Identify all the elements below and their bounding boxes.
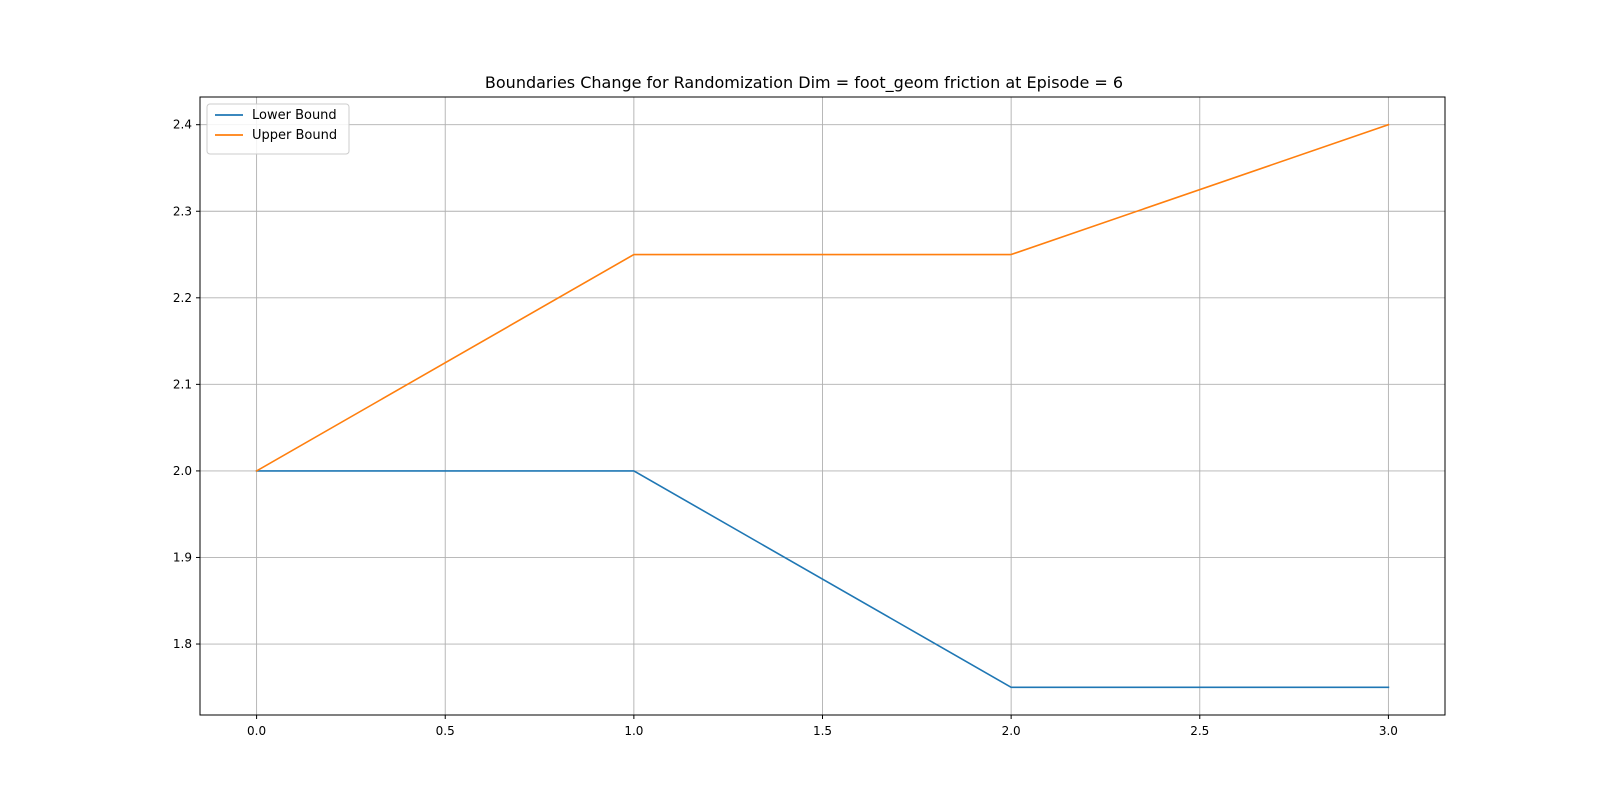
- y-tick-label: 1.9: [173, 550, 192, 564]
- y-tick-label: 1.8: [173, 637, 192, 651]
- x-tick-label: 0.5: [436, 724, 455, 738]
- x-tick-label: 1.0: [624, 724, 643, 738]
- y-tick-label: 2.0: [173, 464, 192, 478]
- series-lines: [255, 123, 1390, 689]
- y-tick-label: 2.3: [173, 204, 192, 218]
- x-tick-label: 3.0: [1379, 724, 1398, 738]
- legend: Lower Bound Upper Bound: [206, 103, 350, 155]
- series-line-upper-bound: [255, 123, 1390, 473]
- series-line-lower-bound: [255, 470, 1390, 689]
- x-tick-label: 0.0: [247, 724, 266, 738]
- x-axis: 0.0 0.5 1.0 1.5 2.0 2.5 3.0: [247, 715, 1398, 738]
- y-axis: 1.8 1.9 2.0 2.1 2.2 2.3 2.4: [173, 118, 200, 651]
- legend-box: [206, 103, 350, 155]
- chart-title: Boundaries Change for Randomization Dim …: [485, 73, 1123, 93]
- x-tick-label: 2.0: [1002, 724, 1021, 738]
- grid: [200, 97, 1445, 715]
- x-tick-label: 1.5: [813, 724, 832, 738]
- legend-label: Lower Bound: [252, 108, 337, 123]
- y-tick-label: 2.2: [173, 291, 192, 305]
- x-tick-label: 2.5: [1190, 724, 1209, 738]
- y-tick-label: 2.1: [173, 377, 192, 391]
- y-tick-label: 2.4: [173, 118, 192, 132]
- legend-label: Upper Bound: [252, 128, 337, 143]
